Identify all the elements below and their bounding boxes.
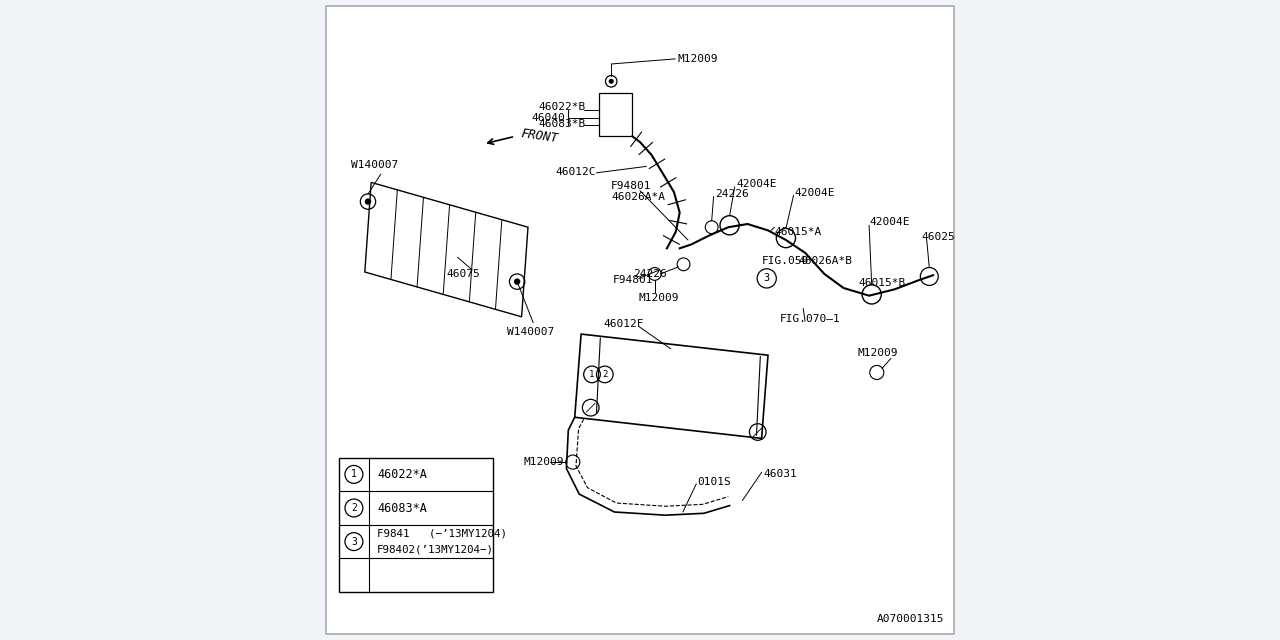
Text: 46083*B: 46083*B xyxy=(539,118,586,129)
Text: 46026A*A: 46026A*A xyxy=(612,192,666,202)
Text: M12009: M12009 xyxy=(524,457,564,467)
Text: FRONT: FRONT xyxy=(520,127,558,145)
Bar xyxy=(339,458,493,592)
Text: FIG.050: FIG.050 xyxy=(762,256,809,266)
Text: 2: 2 xyxy=(602,370,608,379)
Text: 1: 1 xyxy=(589,370,595,379)
Text: 0101S: 0101S xyxy=(698,477,731,487)
Text: M12009: M12009 xyxy=(858,348,899,358)
Text: 46040: 46040 xyxy=(531,113,564,123)
Text: 42004E: 42004E xyxy=(869,217,910,227)
Text: F94801: F94801 xyxy=(612,180,652,191)
Text: 3: 3 xyxy=(764,273,769,284)
Text: FIG.070‒1: FIG.070‒1 xyxy=(780,314,840,324)
Text: 42004E: 42004E xyxy=(736,179,777,189)
Text: F98402(’13MY1204−): F98402(’13MY1204−) xyxy=(376,545,494,555)
Text: 46022*B: 46022*B xyxy=(539,102,586,112)
Text: 42004E: 42004E xyxy=(795,188,836,198)
Text: 46075: 46075 xyxy=(447,269,480,279)
Circle shape xyxy=(365,198,371,205)
Text: 46012C: 46012C xyxy=(556,166,596,177)
Circle shape xyxy=(513,278,521,285)
Text: 24226: 24226 xyxy=(634,269,667,279)
Bar xyxy=(599,93,632,136)
Text: F94801: F94801 xyxy=(613,275,654,285)
Text: A070001315: A070001315 xyxy=(877,614,945,624)
Text: M12009: M12009 xyxy=(677,54,718,64)
Text: 46031: 46031 xyxy=(763,468,797,479)
Text: 46022*A: 46022*A xyxy=(376,468,426,481)
Text: M12009: M12009 xyxy=(639,292,680,303)
Text: 24226: 24226 xyxy=(714,189,749,199)
Text: 46015*B: 46015*B xyxy=(859,278,906,288)
Circle shape xyxy=(609,79,614,84)
Text: F9841   (−’13MY1204): F9841 (−’13MY1204) xyxy=(376,528,507,538)
Text: W140007: W140007 xyxy=(351,160,398,170)
Text: 46026A*B: 46026A*B xyxy=(799,256,852,266)
Text: 1: 1 xyxy=(351,469,357,479)
Text: 46012F: 46012F xyxy=(604,319,644,330)
Text: 46015*A: 46015*A xyxy=(774,227,822,237)
Text: 46025: 46025 xyxy=(922,232,955,242)
Text: W140007: W140007 xyxy=(507,326,554,337)
Text: 46083*A: 46083*A xyxy=(376,502,426,515)
Text: 3: 3 xyxy=(351,536,357,547)
Text: 2: 2 xyxy=(351,503,357,513)
